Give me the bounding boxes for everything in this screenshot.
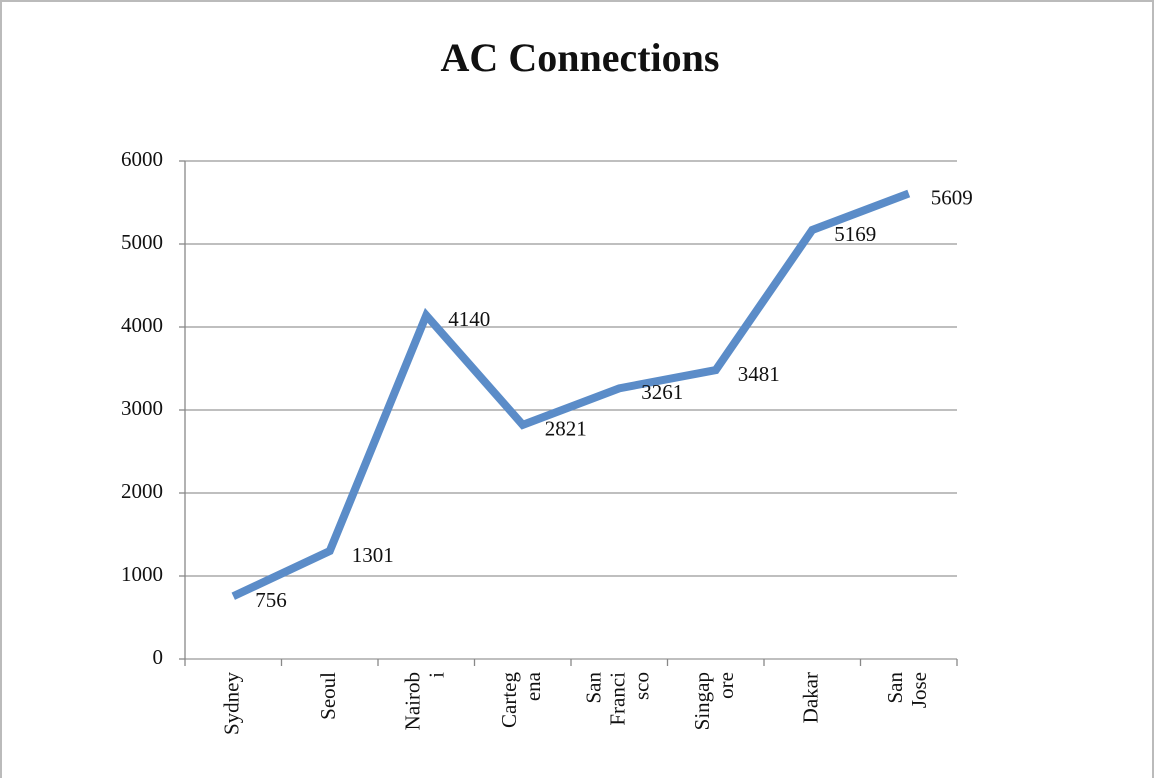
x-tick-label: Sydney xyxy=(219,672,243,736)
x-tick-label: SanJose xyxy=(883,672,931,709)
line xyxy=(231,189,911,600)
y-tick-label: 1000 xyxy=(121,562,163,586)
data-label: 3261 xyxy=(641,380,683,404)
data-label: 5609 xyxy=(931,185,973,209)
x-tick-label: Dakar xyxy=(798,672,822,723)
y-tick-label: 2000 xyxy=(121,479,163,503)
y-tick-label: 3000 xyxy=(121,396,163,420)
x-tick-label: Singapore xyxy=(690,672,738,730)
chart-title: AC Connections xyxy=(441,35,720,80)
data-label: 756 xyxy=(255,588,287,612)
y-tick-label: 4000 xyxy=(121,313,163,337)
x-tick-label: Seoul xyxy=(316,672,340,720)
x-tick-label: SanFrancisco xyxy=(581,672,653,726)
data-label: 2821 xyxy=(545,417,587,441)
y-tick-label: 6000 xyxy=(121,147,163,171)
data-label: 4140 xyxy=(448,307,490,331)
data-label: 5169 xyxy=(834,222,876,246)
data-label: 3481 xyxy=(738,362,780,386)
y-tick-label: 5000 xyxy=(121,230,163,254)
x-tick-label: Nairobi xyxy=(400,672,448,730)
x-tick-label: Cartegena xyxy=(497,671,545,728)
data-label: 1301 xyxy=(352,543,394,567)
y-tick-label: 0 xyxy=(153,645,164,669)
